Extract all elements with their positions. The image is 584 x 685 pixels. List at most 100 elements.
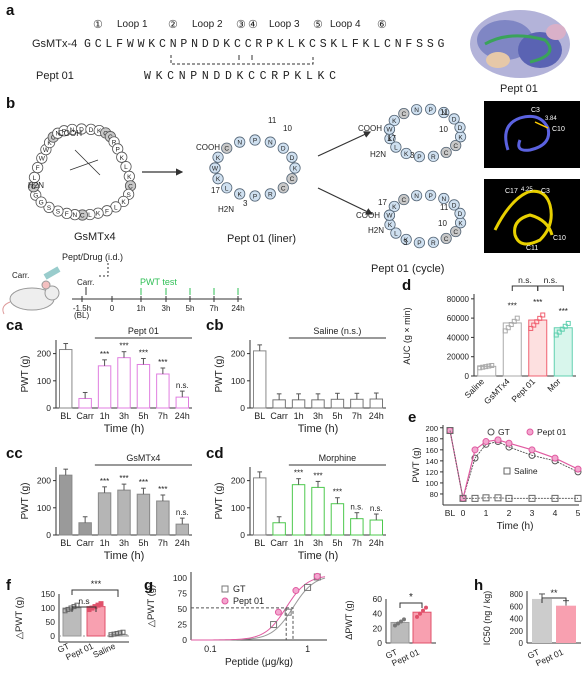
chart-title: Saline (n.s.) [313,326,361,336]
gt-point [270,621,278,629]
struct2-c3: C3 [541,188,550,195]
y-tick-label: 180 [425,435,438,444]
gsmtx4-residue-letter: C [31,184,36,191]
gsmtx4-residue-letter: C [128,183,133,190]
significance-mark: n.s. [370,504,383,513]
cycle2-residue-letter: N [414,193,419,200]
ns-label: n.s. [544,275,558,285]
x-tick-label: Carr [76,538,94,548]
mouse-carr-label: Carr. [12,271,29,280]
cycle2-residue [425,189,437,201]
struct1-c10: C10 [552,126,565,133]
x-tick-label: Mor [545,376,563,394]
x-tick-label: 24h [175,538,190,548]
gsmtx4-residue-letter: N [70,127,75,134]
data-point [117,630,123,636]
y-axis-label: PWT (g) [214,482,225,519]
liner-residue [249,134,261,146]
y-tick-label: 0 [46,530,51,540]
liner-num-11: 11 [268,116,277,125]
inset-point [402,617,406,622]
cycle2-residue-letter: K [404,237,409,244]
significance-mark: *** [139,348,148,357]
loop-number-2: ② [168,19,178,31]
y-tick-label: 200 [510,627,524,636]
bar [311,486,325,536]
cycle1-residue-letter: C [444,150,449,157]
gsmtx4-residue-letter: N [55,131,60,138]
gsmtx4-residue-letter: L [33,175,37,182]
gsmtx4-residue-letter: F [105,208,109,215]
pept01-sequence: W K C N P N D D K C C R P K L K C [144,70,336,83]
data-point [482,494,490,502]
cycle1-num-3: 3 [410,151,415,160]
cycle1-residue-letter: K [392,118,397,125]
bar [369,519,384,536]
gsmtx4-residue-letter: P [62,128,66,135]
y-tick-label: 100 [37,503,51,513]
disulfide-bond-bracket [170,55,314,65]
bar [252,477,267,536]
bar [252,350,267,409]
panel-label-ca: ca [6,317,23,334]
loop-number-1: ① [93,19,103,31]
struct1-c3: C3 [531,107,540,114]
inset-point [421,608,425,613]
y-tick-label: 20000 [447,353,470,362]
timeline-bl: (BL) [74,311,89,320]
cycle-caption: Pept 01 (cycle) [371,263,444,275]
cycle2-residue-letter: C [444,236,449,243]
loop-3-label: Loop 3 [269,19,300,30]
cycle1-residue [390,141,402,153]
gsmtx4-residue-letter: W [39,156,46,163]
y-tick-label: 40000 [447,333,470,342]
chart-ca: 0 100 200 BL Carr *** 1h *** 3h *** 5h *** 7h n.s. 24h… [20,326,192,435]
inset-y-tick-label: 20 [373,623,383,633]
comparison-bracket [537,285,564,291]
data-point [528,446,536,454]
liner-residue-letter: N [268,140,273,147]
liner-caption: Pept 01 (liner) [227,233,296,245]
x-tick-label: Carr [270,411,288,421]
cycle2-h2n: H2N [368,226,384,235]
legend-pept: Pept 01 [233,596,264,606]
x-tick-label: 4 [553,508,558,518]
y-tick-label: 0 [519,639,524,648]
cycle2-residue [450,225,462,238]
y-axis-label: PWT (g) [411,447,422,482]
significance-mark: *** [100,477,109,486]
data-point [553,332,559,338]
x-tick-label: Carr [76,411,94,421]
gsmtx4-seq-label: GsMTx-4 [32,38,77,50]
ic50-guide [191,607,294,640]
cycle1-residue [413,151,425,163]
y-tick-label: 60000 [447,314,470,323]
cycle1-residue-letter: P [417,154,421,161]
liner-residue-letter: D [290,155,295,162]
cycle2-residue-letter: C [453,229,458,236]
y-tick-label: 0 [240,403,245,413]
cycle2-residue-letter: K [392,204,397,211]
inset-x-tick-label: GT [384,647,399,661]
x-tick-label: 1h [294,538,304,548]
significance-mark: *** [508,301,517,310]
cycle2-residue-letter: K [388,222,393,229]
comparison-bracket [511,285,539,291]
y-tick-label: 200 [425,424,438,433]
gsmtx4-residue [43,201,55,213]
y-tick-label: 100 [41,603,55,613]
cycle1-residue [450,139,462,152]
gsmtx4-residue-letter: L [114,204,118,211]
cycle1-residue-letter: R [431,154,436,161]
ns-label: n.s. [518,275,532,285]
liner-residue [234,188,246,200]
disulfide-ticks [238,55,253,60]
bar [97,365,112,409]
data-point [114,630,120,636]
loop-number-5: ⑤ [313,19,323,31]
data-point [489,362,495,368]
y-tick-label: 100 [425,479,438,488]
data-point [551,454,559,462]
liner-residue [209,162,221,174]
